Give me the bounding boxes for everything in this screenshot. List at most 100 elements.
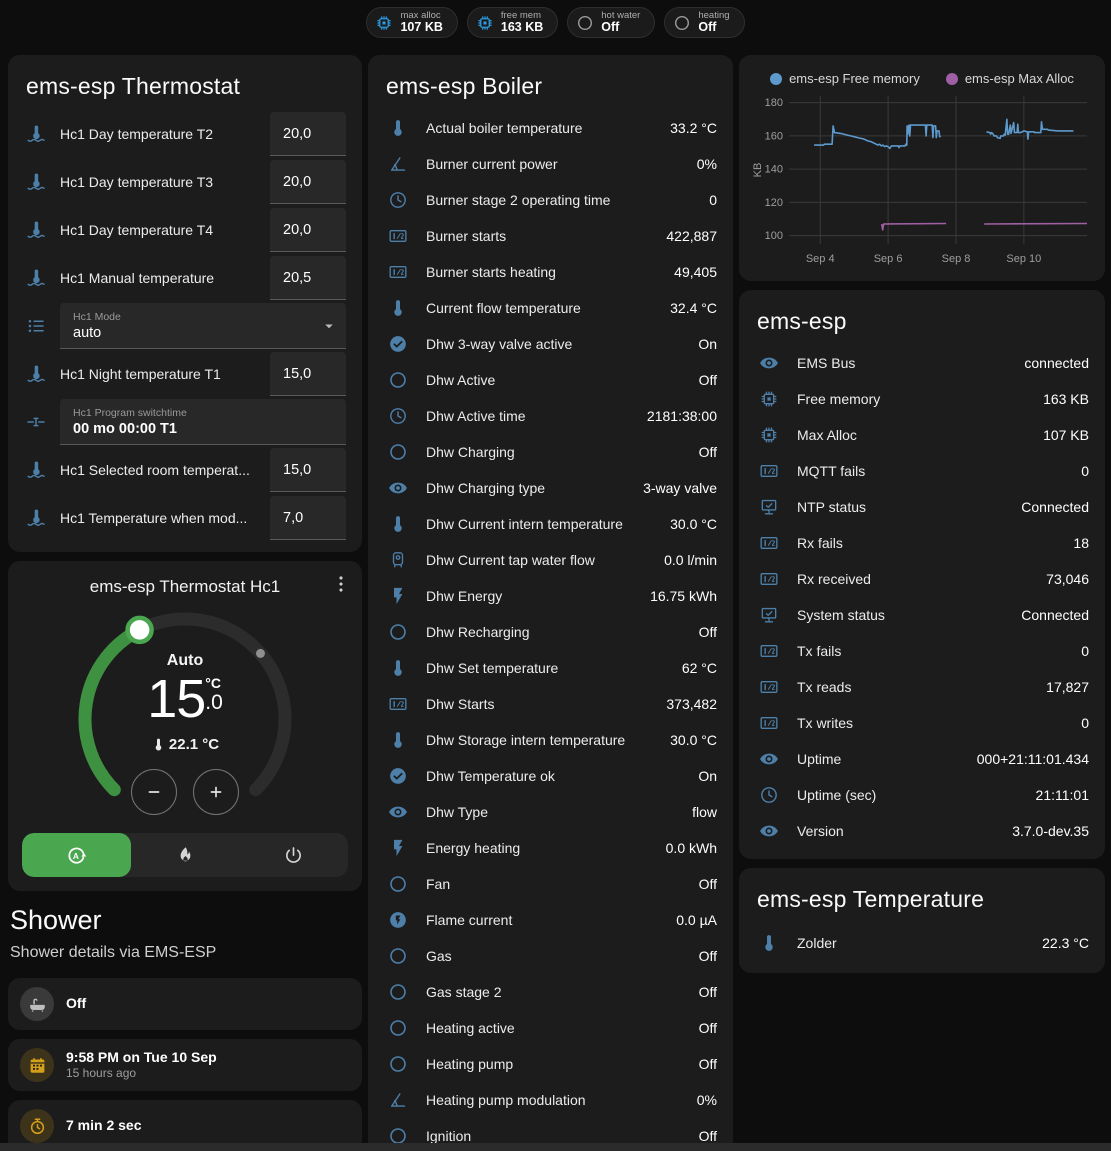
status-badge[interactable]: hot water Off [567,7,656,38]
entity-row[interactable]: Dhw Active time 2181:38:00 [384,398,717,434]
entity-row[interactable]: Gas Off [384,938,717,974]
dial-gauge[interactable] [65,601,305,837]
entity-label: Burner starts heating [426,264,556,280]
entity-row[interactable]: Burner starts 422,887 [384,218,717,254]
entity-row[interactable]: Flame current 0.0 µA [384,902,717,938]
angle-acute-icon [388,1090,408,1110]
entity-row[interactable]: Tx writes 0 [755,705,1089,741]
legend-item[interactable]: ems-esp Free memory [770,71,920,86]
status-badge[interactable]: free mem 163 KB [466,7,559,38]
entity-row[interactable]: Dhw Starts 373,482 [384,686,717,722]
entity-row[interactable]: Free memory 163 KB [755,381,1089,417]
entity-row[interactable]: System status Connected [755,597,1089,633]
entity-row[interactable]: Heating pump modulation 0% [384,1082,717,1118]
entity-row[interactable]: Max Alloc 107 KB [755,417,1089,453]
entity-row[interactable]: Zolder 22.3 °C [755,923,1089,963]
entity-label: Dhw Storage intern temperature [426,732,626,748]
entity-row: Hc1 Temperature when mod... 7,0 [24,494,346,542]
entity-row[interactable]: Gas stage 2 Off [384,974,717,1010]
entity-row[interactable]: Tx fails 0 [755,633,1089,669]
dots-vertical-icon[interactable] [330,573,354,597]
entity-row[interactable]: Uptime (sec) 21:11:01 [755,777,1089,813]
entity-row[interactable]: Dhw Recharging Off [384,614,717,650]
entity-row[interactable]: Uptime 000+21:11:01.434 [755,741,1089,777]
number-input[interactable]: 20,0 [270,208,346,252]
entity-row[interactable]: Heating active Off [384,1010,717,1046]
tile[interactable]: Off [8,978,362,1030]
entity-row[interactable]: Dhw Current tap water flow 0.0 l/min [384,542,717,578]
entity-row[interactable]: Dhw Active Off [384,362,717,398]
entity-value: 49,405 [674,264,717,280]
entity-row[interactable]: Dhw Type flow [384,794,717,830]
number-input[interactable]: 20,0 [270,112,346,156]
svg-text:160: 160 [765,130,783,142]
counter-icon [388,262,408,282]
chip-icon [759,389,779,409]
entity-row[interactable]: Heating pump Off [384,1046,717,1082]
status-badge[interactable]: max alloc 107 KB [366,7,458,38]
entity-row[interactable]: Actual boiler temperature 33.2 °C [384,110,717,146]
entity-row[interactable]: Dhw Storage intern temperature 30.0 °C [384,722,717,758]
dial-knob[interactable] [125,615,154,645]
number-input[interactable]: 20,0 [270,160,346,204]
select-input[interactable]: Hc1 Mode auto [60,303,346,349]
eye-icon [388,478,408,498]
target-temperature: 15 °C .0 [147,668,223,729]
entity-label: EMS Bus [797,355,856,371]
entity-value: 0.0 kWh [665,840,717,856]
entity-row[interactable]: Rx fails 18 [755,525,1089,561]
text-input[interactable]: Hc1 Program switchtime 00 mo 00:00 T1 [60,399,346,445]
entity-row[interactable]: Dhw Charging Off [384,434,717,470]
legend-item[interactable]: ems-esp Max Alloc [945,71,1074,86]
entity-row[interactable]: EMS Bus connected [755,345,1089,381]
thermostat-dial[interactable]: Auto 15 °C .0 22.1 °C [22,601,348,837]
thermometer-icon [388,514,408,534]
entity-row[interactable]: Burner starts heating 49,405 [384,254,717,290]
entity-value: 62 °C [681,660,717,676]
hvac-mode-button[interactable] [239,833,348,877]
entity-row[interactable]: Dhw Current intern temperature 30.0 °C [384,506,717,542]
entity-label: Dhw Current intern temperature [426,516,623,532]
entity-value: Off [698,444,717,460]
number-input[interactable]: 15,0 [270,352,346,396]
entity-row[interactable]: Dhw Energy 16.75 kWh [384,578,717,614]
entity-value: 0 [1081,463,1089,479]
flash-icon [388,838,408,858]
entity-label: Hc1 Manual temperature [60,270,215,286]
decrease-temperature-button[interactable] [131,769,177,815]
chevron-down-icon[interactable] [320,317,338,335]
thermometer-water-icon [26,172,46,192]
entity-row[interactable]: Energy heating 0.0 kWh [384,830,717,866]
number-input[interactable]: 20,5 [270,256,346,300]
entity-row[interactable]: Dhw 3-way valve active On [384,326,717,362]
hvac-mode-button[interactable] [131,833,240,877]
circle-outline-icon [388,982,408,1002]
entity-row[interactable]: Dhw Temperature ok On [384,758,717,794]
bottom-scrollbar[interactable] [0,1143,1111,1151]
entity-value: 000+21:11:01.434 [976,751,1089,767]
number-input[interactable]: 7,0 [270,496,346,540]
entity-row[interactable]: Burner current power 0% [384,146,717,182]
entity-row[interactable]: Tx reads 17,827 [755,669,1089,705]
hvac-mode-button[interactable]: A [22,833,131,877]
entity-label: Energy heating [426,840,521,856]
number-input[interactable]: 15,0 [270,448,346,492]
status-badge[interactable]: heating Off [664,7,745,38]
middle-column: ems-esp Boiler Actual boiler temperature… [368,55,733,1151]
entity-row[interactable]: Version 3.7.0-dev.35 [755,813,1089,849]
entity-row[interactable]: Burner stage 2 operating time 0 [384,182,717,218]
entity-row[interactable]: Dhw Set temperature 62 °C [384,650,717,686]
svg-text:Sep 6: Sep 6 [874,253,903,265]
entity-value: 0 [1081,643,1089,659]
entity-row[interactable]: Fan Off [384,866,717,902]
entity-label: Flame current [426,912,513,928]
entity-row[interactable]: NTP status Connected [755,489,1089,525]
tile[interactable]: 7 min 2 sec [8,1100,362,1151]
entity-row[interactable]: Current flow temperature 32.4 °C [384,290,717,326]
entity-row[interactable]: MQTT fails 0 [755,453,1089,489]
entity-row[interactable]: Rx received 73,046 [755,561,1089,597]
entity-row[interactable]: Dhw Charging type 3-way valve [384,470,717,506]
entity-row[interactable]: Ignition Off [384,1118,717,1151]
tile[interactable]: 9:58 PM on Tue 10 Sep 15 hours ago [8,1039,362,1091]
increase-temperature-button[interactable] [193,769,239,815]
